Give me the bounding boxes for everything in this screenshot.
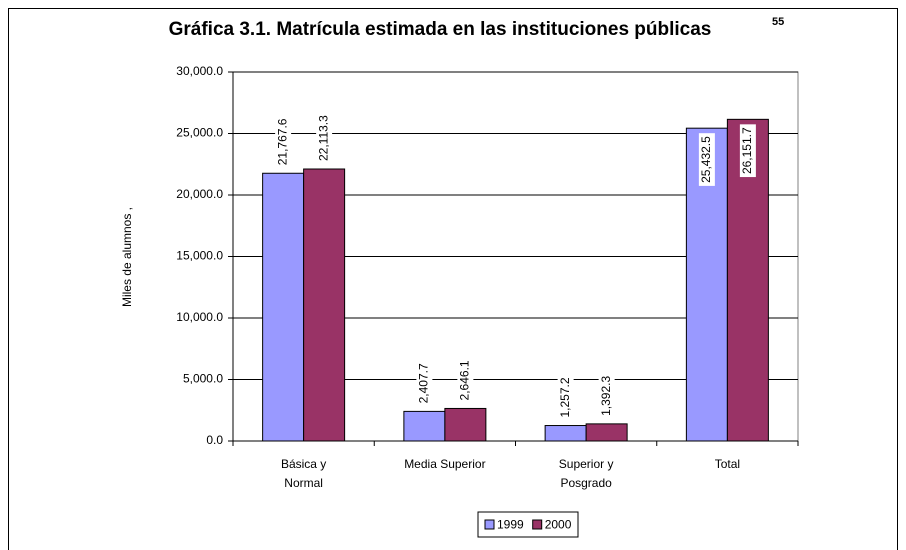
- value-label-bg: [557, 374, 574, 421]
- frame: [8, 8, 898, 550]
- value-label-group: 2,407.7: [416, 360, 433, 407]
- bar: [303, 168, 346, 442]
- value-label-bg: [739, 124, 756, 178]
- value-label-group: 1,257.2: [557, 374, 574, 421]
- legend-label: 2000: [545, 518, 572, 532]
- y-tick-label: 10,000.0: [176, 310, 223, 324]
- bar: [444, 407, 487, 442]
- y-tick-label: 15,000.0: [176, 249, 223, 263]
- x-tick-label-box: Superior y Posgrado: [558, 457, 614, 490]
- value-label: 2,646.1: [458, 360, 472, 400]
- value-label-group: 25,432.5: [698, 133, 715, 186]
- value-label: 1,392.3: [599, 376, 613, 416]
- value-label-bg: [416, 360, 433, 407]
- x-tick-label: Media Superior: [404, 457, 486, 471]
- value-label-bg: [698, 133, 715, 186]
- value-label: 25,432.5: [699, 136, 713, 183]
- value-label: 22,113.3: [316, 115, 330, 161]
- legend-box: [477, 511, 579, 538]
- value-label-group: 21,767.6: [275, 115, 292, 169]
- bar: [726, 118, 769, 442]
- chart-title: Gráfica 3.1. Matrícula estimada en las i…: [169, 19, 712, 40]
- y-tick-label: 5,000.0: [183, 372, 223, 386]
- bar: [403, 410, 446, 442]
- value-label-bg: [275, 115, 292, 169]
- value-label: 26,151.7: [740, 127, 754, 174]
- value-label-bg: [598, 372, 615, 419]
- value-label-bg: [316, 112, 333, 165]
- x-tick-label: Superior y Posgrado: [558, 457, 614, 490]
- legend-swatch: [532, 519, 543, 530]
- value-label-group: 1,392.3: [598, 372, 615, 419]
- title-note: 55: [772, 16, 784, 28]
- bar: [585, 423, 628, 442]
- value-label-group: 2,646.1: [457, 357, 474, 404]
- x-tick-label-box: Total: [714, 457, 741, 471]
- x-tick-label: Total: [714, 457, 741, 471]
- x-tick-label-box: Media Superior: [404, 457, 486, 471]
- value-label: 1,257.2: [558, 377, 572, 417]
- bar: [262, 172, 305, 442]
- y-tick-label: 25,000.0: [176, 126, 223, 140]
- legend-swatch: [484, 519, 495, 530]
- y-tick-label: 0.0: [206, 433, 223, 447]
- value-label-group: 26,151.7: [739, 124, 756, 178]
- x-tick-label-box: Básica y Normal: [280, 457, 327, 490]
- y-axis-label: Miles de alumnos ,: [120, 207, 134, 307]
- value-label: 21,767.6: [275, 118, 289, 165]
- y-tick-label: 30,000.0: [176, 64, 223, 78]
- y-tick-label: 20,000.0: [176, 187, 223, 201]
- value-label-bg: [457, 357, 474, 404]
- value-label-group: 22,113.3: [316, 112, 333, 165]
- legend: 1999 2000: [477, 511, 579, 538]
- legend-label: 1999: [497, 518, 524, 532]
- value-label: 2,407.7: [417, 363, 431, 403]
- bar: [544, 425, 587, 442]
- x-tick-label: Básica y Normal: [280, 457, 327, 490]
